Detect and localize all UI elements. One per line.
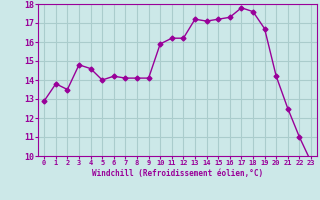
X-axis label: Windchill (Refroidissement éolien,°C): Windchill (Refroidissement éolien,°C)	[92, 169, 263, 178]
